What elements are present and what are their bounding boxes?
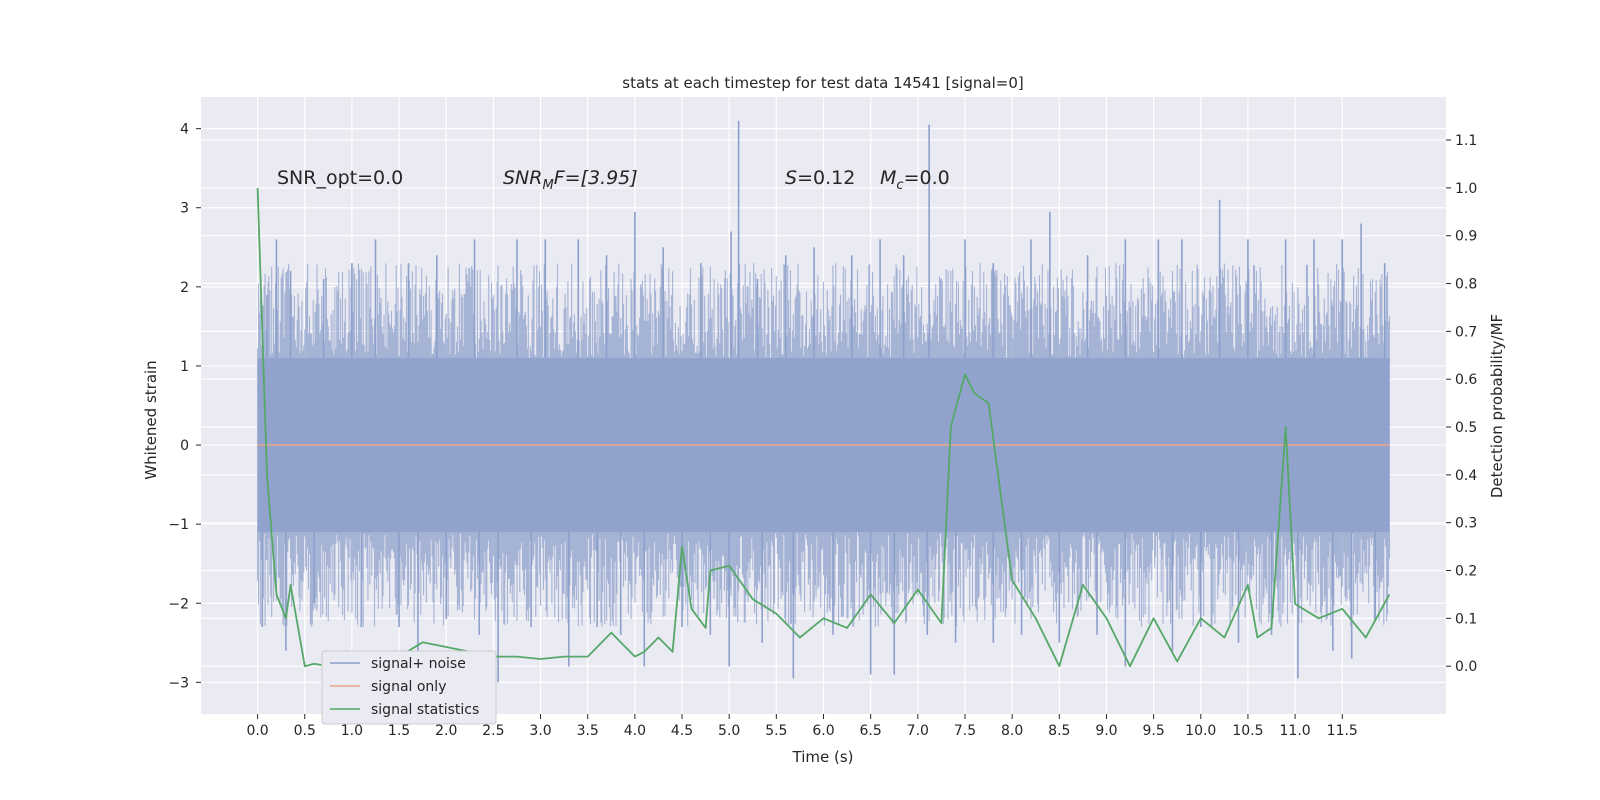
x-tick-label: 5.5 bbox=[765, 723, 787, 739]
x-tick-label: 11.5 bbox=[1327, 723, 1358, 739]
y-right-tick-label: 1.1 bbox=[1455, 133, 1477, 149]
legend-label-signal-statistics: signal statistics bbox=[371, 702, 479, 718]
y-left-tick-label: −3 bbox=[168, 675, 189, 691]
y-left-tick-label: 4 bbox=[180, 122, 189, 138]
y-right-tick-label: 0.4 bbox=[1455, 468, 1477, 484]
y-axis-right-ticks: 0.0 0.1 0.2 0.3 0.4 0.5 0.6 0.7 0.8 0.9 1.0 1.1 bbox=[1446, 133, 1477, 675]
x-tick-label: 5.0 bbox=[718, 723, 740, 739]
chart-title: stats at each timestep for test data 145… bbox=[622, 74, 1023, 92]
x-tick-label: 9.5 bbox=[1142, 723, 1164, 739]
x-tick-label: 10.5 bbox=[1232, 723, 1263, 739]
y-left-tick-label: 0 bbox=[180, 438, 189, 454]
annotation-s-value: =0.12 bbox=[797, 167, 855, 189]
y-left-tick-label: −1 bbox=[168, 517, 189, 533]
x-tick-label: 0.0 bbox=[246, 723, 268, 739]
annotation-mc-sub: c bbox=[896, 178, 903, 193]
x-tick-label: 6.5 bbox=[860, 723, 882, 739]
y-right-tick-label: 0.0 bbox=[1455, 659, 1477, 675]
y-axis-left-ticks: −3 −2 −1 0 1 2 3 4 bbox=[168, 122, 201, 691]
y-right-tick-label: 0.1 bbox=[1455, 611, 1477, 627]
legend-label-signal-only: signal only bbox=[371, 679, 446, 695]
y-right-tick-label: 0.6 bbox=[1455, 372, 1477, 388]
y-right-tick-label: 0.8 bbox=[1455, 277, 1477, 293]
x-tick-label: 4.5 bbox=[671, 723, 693, 739]
y-axis-right-label: Detection probability/MF bbox=[1488, 314, 1506, 498]
x-tick-label: 10.0 bbox=[1185, 723, 1216, 739]
x-tick-label: 4.0 bbox=[624, 723, 646, 739]
annotation-snr-mf-main: SNR bbox=[503, 167, 542, 189]
annotations: SNR_opt=0.0 SNRMF=[3.95] S=0.12 Mc=0.0 bbox=[277, 167, 950, 193]
x-tick-label: 2.0 bbox=[435, 723, 457, 739]
annotation-snr-mf-tail: F=[3.95] bbox=[554, 167, 638, 189]
annotation-mc-symbol: M bbox=[880, 167, 896, 189]
annotation-snr-opt: SNR_opt=0.0 bbox=[277, 167, 403, 189]
annotation-mc-value: =0.0 bbox=[904, 167, 950, 189]
series-layer bbox=[256, 120, 1391, 683]
y-left-tick-label: 2 bbox=[180, 280, 189, 296]
x-tick-label: 8.0 bbox=[1001, 723, 1023, 739]
x-tick-label: 2.5 bbox=[482, 723, 504, 739]
y-right-tick-label: 1.0 bbox=[1455, 181, 1477, 197]
y-right-tick-label: 0.2 bbox=[1455, 564, 1477, 580]
x-tick-label: 6.0 bbox=[812, 723, 834, 739]
y-right-tick-label: 0.9 bbox=[1455, 229, 1477, 245]
annotation-snr-mf: SNRMF=[3.95] bbox=[503, 167, 638, 193]
x-tick-label: 7.5 bbox=[954, 723, 976, 739]
x-axis-ticks: 0.0 0.5 1.0 1.5 2.0 2.5 3.0 3.5 4.0 4.5 5.0 5.5 6.0 6… bbox=[246, 714, 1358, 739]
x-tick-label: 1.0 bbox=[341, 723, 363, 739]
y-left-tick-label: 3 bbox=[180, 201, 189, 217]
y-axis-left-label: Whitened strain bbox=[142, 360, 160, 479]
x-tick-label: 8.5 bbox=[1048, 723, 1070, 739]
y-left-tick-label: −2 bbox=[168, 596, 189, 612]
y-right-tick-label: 0.7 bbox=[1455, 324, 1477, 340]
x-tick-label: 0.5 bbox=[294, 723, 316, 739]
annotation-snr-mf-sub: M bbox=[542, 178, 553, 193]
annotation-s: S=0.12 bbox=[785, 167, 855, 189]
x-tick-label: 1.5 bbox=[388, 723, 410, 739]
annotation-s-symbol: S bbox=[785, 167, 797, 189]
annotation-mc: Mc=0.0 bbox=[880, 167, 950, 193]
x-tick-label: 7.0 bbox=[907, 723, 929, 739]
y-right-tick-label: 0.5 bbox=[1455, 420, 1477, 436]
x-tick-label: 3.5 bbox=[577, 723, 599, 739]
x-axis-label: Time (s) bbox=[792, 748, 854, 766]
x-tick-label: 11.0 bbox=[1280, 723, 1311, 739]
y-left-tick-label: 1 bbox=[180, 359, 189, 375]
legend: signal+ noise signal only signal statist… bbox=[321, 650, 497, 725]
x-tick-label: 3.0 bbox=[529, 723, 551, 739]
legend-box bbox=[321, 650, 497, 725]
x-tick-label: 9.0 bbox=[1095, 723, 1117, 739]
legend-label-signal-noise: signal+ noise bbox=[371, 656, 466, 672]
y-right-tick-label: 0.3 bbox=[1455, 516, 1477, 532]
